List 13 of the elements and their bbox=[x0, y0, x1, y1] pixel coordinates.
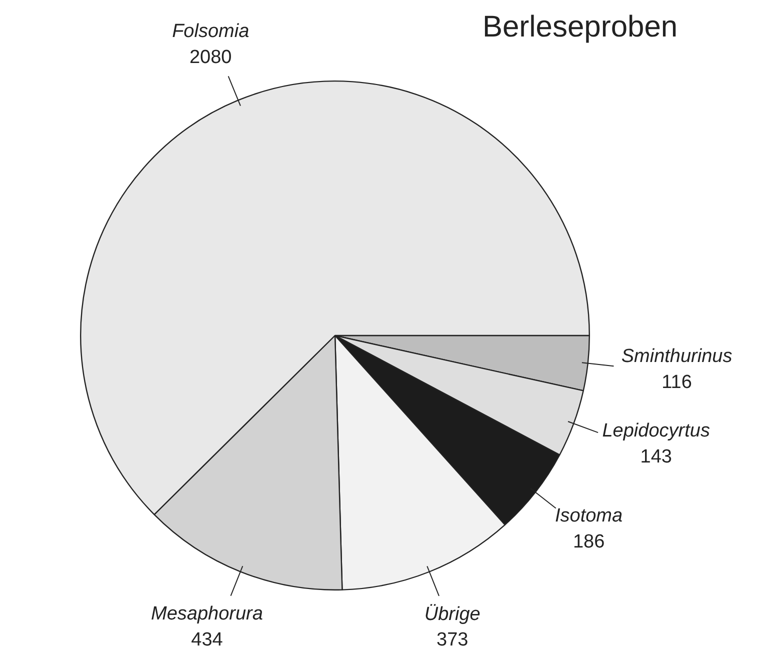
data-label: 2080 bbox=[189, 46, 232, 68]
data-label: 143 bbox=[640, 446, 672, 468]
slice-label: Übrige bbox=[424, 604, 480, 625]
slice-label: Mesaphorura bbox=[150, 604, 263, 625]
data-label: 186 bbox=[572, 531, 605, 552]
data-label: 116 bbox=[662, 372, 692, 394]
slice-label: Sminthurinus bbox=[621, 346, 733, 368]
slice-label: Isotoma bbox=[554, 505, 623, 526]
data-label: 434 bbox=[191, 630, 224, 651]
data-label: 373 bbox=[436, 630, 468, 651]
chart-title: Berleseproben bbox=[482, 10, 678, 44]
slice-label: Lepidocyrtus bbox=[602, 420, 710, 442]
slice-label: Folsomia bbox=[172, 21, 250, 42]
